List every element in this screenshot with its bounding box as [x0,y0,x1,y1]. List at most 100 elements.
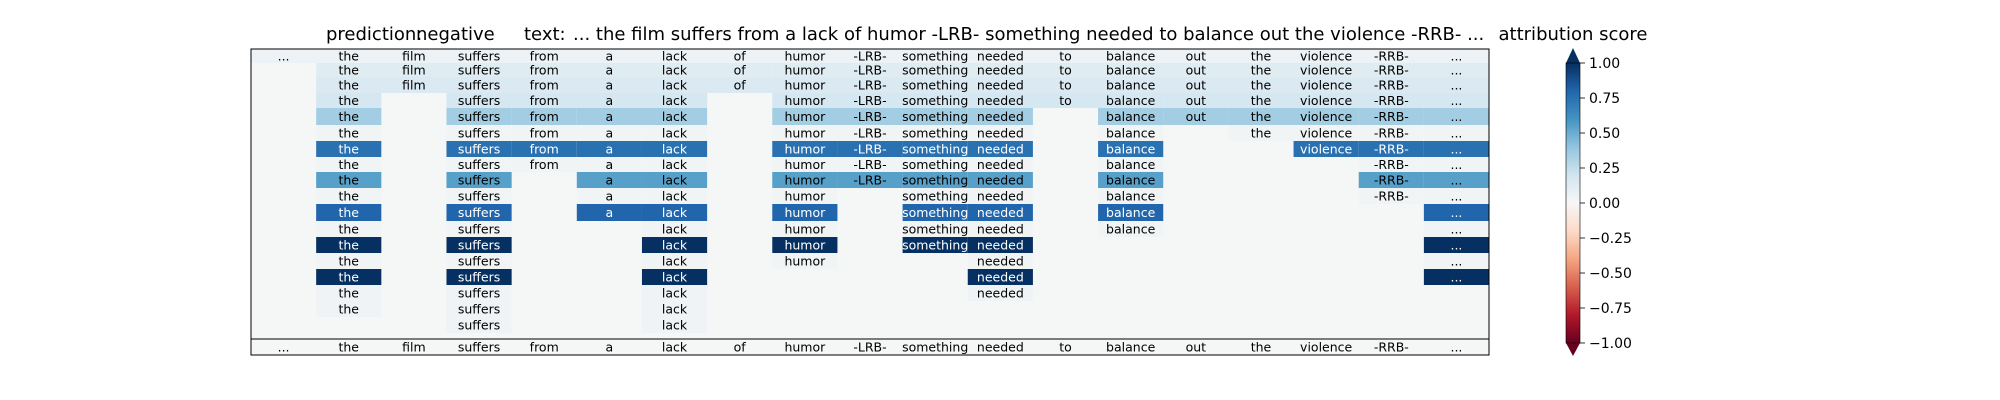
heatmap-cell [316,253,382,269]
heatmap-cell [1163,77,1229,93]
token-label: something [902,205,968,220]
heatmap-cell [772,125,838,141]
heatmap-cell [316,49,382,63]
heatmap-cell [1423,125,1490,141]
heatmap-cell [967,93,1033,108]
heatmap-cell [1293,125,1359,141]
token-label: the [1251,340,1272,355]
heatmap-cell [1358,157,1424,172]
heatmap-cell [576,108,642,125]
heatmap-cell [316,301,382,317]
token-label: violence [1300,142,1352,157]
token-label: balance [1106,109,1156,124]
colorbar-title: attribution score [1499,24,1648,45]
token-label: -LRB- [853,142,886,157]
token-label: suffers [458,318,500,333]
token-label: balance [1106,49,1156,64]
heatmap-cell [1358,339,1424,355]
token-label: a [606,49,614,64]
heatmap-cell [251,49,317,63]
heatmap-cell [511,77,577,93]
attribution-heatmap: ... the film suffers from a lack of humor -LRB-so… [250,48,1490,356]
heatmap-cell [1358,63,1424,77]
token-label: humor [784,340,826,355]
token-label: lack [662,238,688,253]
heatmap-token-labels: ... the film suffers from a lack of humor -LRB-so… [278,49,1463,355]
token-label: balance [1106,173,1156,188]
token-label: the [338,238,359,253]
heatmap-cell [707,49,773,63]
heatmap-cell [1423,141,1490,157]
heatmap-cell [446,253,512,269]
token-label: ... [1450,78,1462,93]
heatmap-cell [641,285,708,301]
heatmap-cell [641,49,708,63]
heatmap-cell [1358,141,1424,157]
token-label: the [338,63,359,78]
token-label: the [338,286,359,301]
heatmap-cell [446,285,512,301]
colorbar-tick-label: −0.75 [1589,301,1632,317]
token-label: a [606,340,614,355]
heatmap-cell [1098,63,1164,77]
heatmap-cell [1423,93,1490,108]
token-label: ... [1450,93,1462,108]
token-label: suffers [458,109,500,124]
token-label: -RRB- [1374,78,1409,93]
heatmap-cell [1098,221,1164,237]
token-label: ... [1450,173,1462,188]
heatmap-cell [641,237,708,253]
token-label: violence [1300,109,1352,124]
token-label: the [338,205,359,220]
heatmap-cell [772,237,838,253]
token-label: suffers [458,302,500,317]
colorbar-tick-label: −0.25 [1589,231,1632,247]
heatmap-cell [641,157,708,172]
heatmap-cell [316,172,382,188]
heatmap-cell [1098,77,1164,93]
heatmap-cell [316,63,382,77]
token-label: balance [1106,126,1156,141]
heatmap-cell [576,63,642,77]
token-label: humor [784,142,826,157]
heatmap-cell [837,93,903,108]
heatmap-cell [511,108,577,125]
heatmap-cell [772,77,838,93]
token-label: a [606,189,614,204]
heatmap-cell [446,269,512,285]
token-label: out [1186,109,1207,124]
token-label: the [1251,63,1272,78]
token-label: the [1251,49,1272,64]
token-label: out [1186,78,1207,93]
token-label: needed [977,173,1024,188]
heatmap-cell [902,77,968,93]
heatmap-cell [902,93,968,108]
heatmap-cell [772,204,838,221]
heatmap-cell [641,253,708,269]
heatmap-cell [576,172,642,188]
token-label: lack [662,270,688,285]
token-label: the [338,254,359,269]
token-label: suffers [458,142,500,157]
token-label: needed [977,222,1024,237]
heatmap-cell [772,157,838,172]
heatmap-cell [967,188,1033,204]
token-label: something [902,63,968,78]
token-label: balance [1106,340,1156,355]
heatmap-cell [576,141,642,157]
heatmap-cell [316,285,382,301]
heatmap-cell [967,141,1033,157]
token-label: humor [784,126,826,141]
token-label: something [902,340,968,355]
heatmap-cell [1358,93,1424,108]
token-label: the [338,270,359,285]
token-label: balance [1106,222,1156,237]
token-label: ... [1450,270,1462,285]
heatmap-cell [641,141,708,157]
token-label: -RRB- [1374,340,1409,355]
colorbar-gradient [1566,63,1580,343]
heatmap-cell [772,141,838,157]
text-value: ... the film suffers from a lack of humo… [573,24,1484,45]
token-label: humor [784,254,826,269]
heatmap-cell [1098,157,1164,172]
